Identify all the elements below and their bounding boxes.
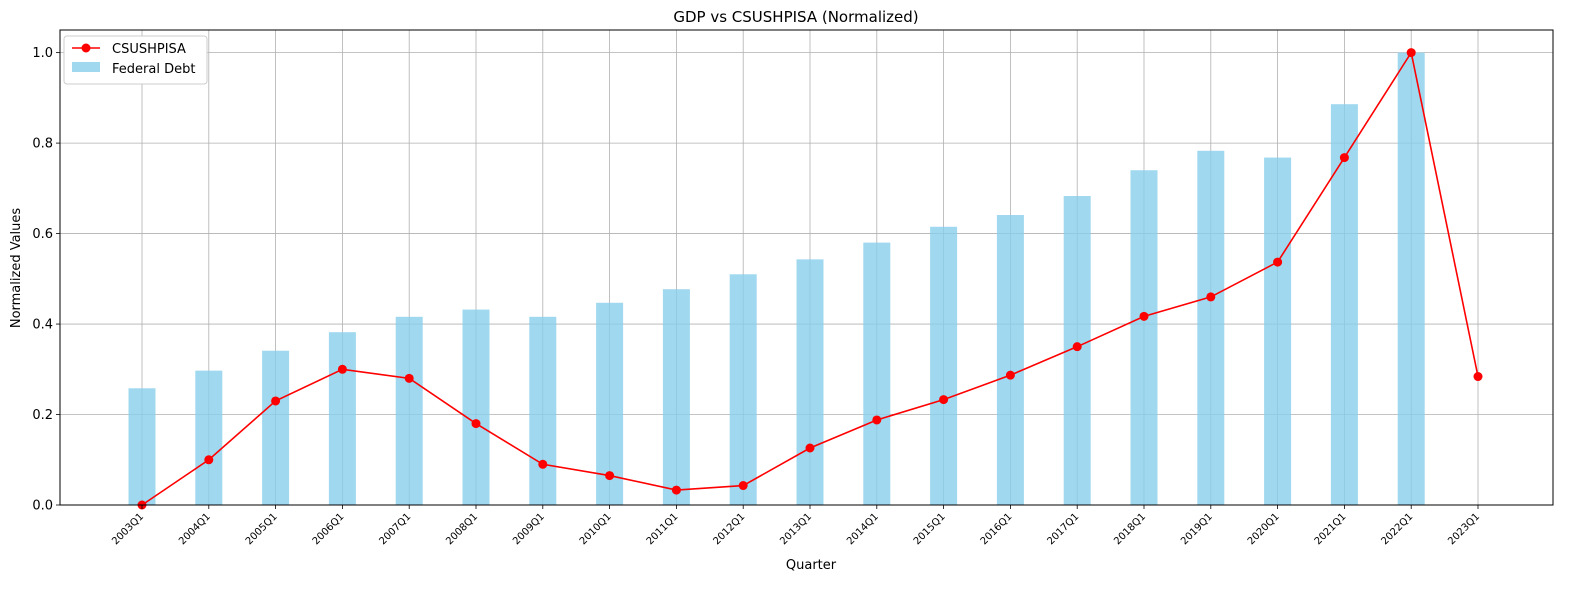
bar [395, 316, 423, 505]
y-tick-label: 0.6 [32, 227, 53, 242]
data-point [872, 415, 882, 425]
y-tick-label: 0.8 [32, 137, 53, 152]
data-point [1406, 48, 1416, 58]
data-point [1005, 370, 1015, 380]
bar [729, 274, 757, 505]
data-point [271, 396, 281, 406]
plot-frame [59, 29, 1554, 506]
bar [1264, 157, 1292, 506]
data-point [1206, 292, 1216, 302]
bar [1330, 104, 1358, 505]
bar [529, 316, 557, 505]
data-point [1273, 257, 1283, 267]
data-point [337, 364, 347, 374]
bar [128, 388, 156, 505]
legend-line-marker [81, 43, 91, 53]
data-point [1473, 372, 1483, 382]
bar [930, 226, 958, 506]
bar [262, 350, 290, 505]
bar [796, 259, 824, 505]
x-axis-label: Quarter [786, 558, 837, 573]
legend-label-csushpisa: CSUSHPISA [112, 42, 186, 57]
data-point [471, 419, 481, 429]
data-point [1072, 342, 1082, 352]
legend: CSUSHPISA Federal Debt [63, 35, 208, 85]
bar [863, 242, 891, 505]
data-point [605, 471, 615, 481]
legend-label-federal-debt: Federal Debt [112, 62, 195, 77]
data-point [404, 373, 414, 383]
bar [1397, 52, 1425, 505]
line-series [137, 48, 1483, 510]
bar [996, 215, 1024, 505]
data-point [805, 443, 815, 453]
y-tick-label: 0.2 [32, 408, 53, 423]
y-axis-label: Normalized Values [9, 208, 24, 329]
data-point [671, 485, 681, 495]
y-tick-labels: 0.0 0.2 0.4 0.6 0.8 1.0 [32, 46, 53, 513]
bar [328, 332, 356, 505]
legend-bar-swatch [72, 62, 100, 72]
y-tick-label: 0.4 [32, 318, 53, 333]
data-point [1339, 153, 1349, 163]
data-point [204, 455, 214, 465]
data-point [738, 481, 748, 491]
bar [1130, 170, 1158, 505]
bar [195, 370, 223, 505]
bar [462, 309, 490, 505]
y-tick-label: 0.0 [32, 499, 53, 514]
data-point [1139, 311, 1149, 321]
axes [56, 29, 1554, 509]
chart-title: GDP vs CSUSHPISA (Normalized) [673, 8, 918, 26]
y-tick-label: 1.0 [32, 46, 53, 61]
data-point [939, 395, 949, 405]
bar [662, 289, 690, 505]
bar [1197, 150, 1225, 506]
data-point [538, 459, 548, 469]
